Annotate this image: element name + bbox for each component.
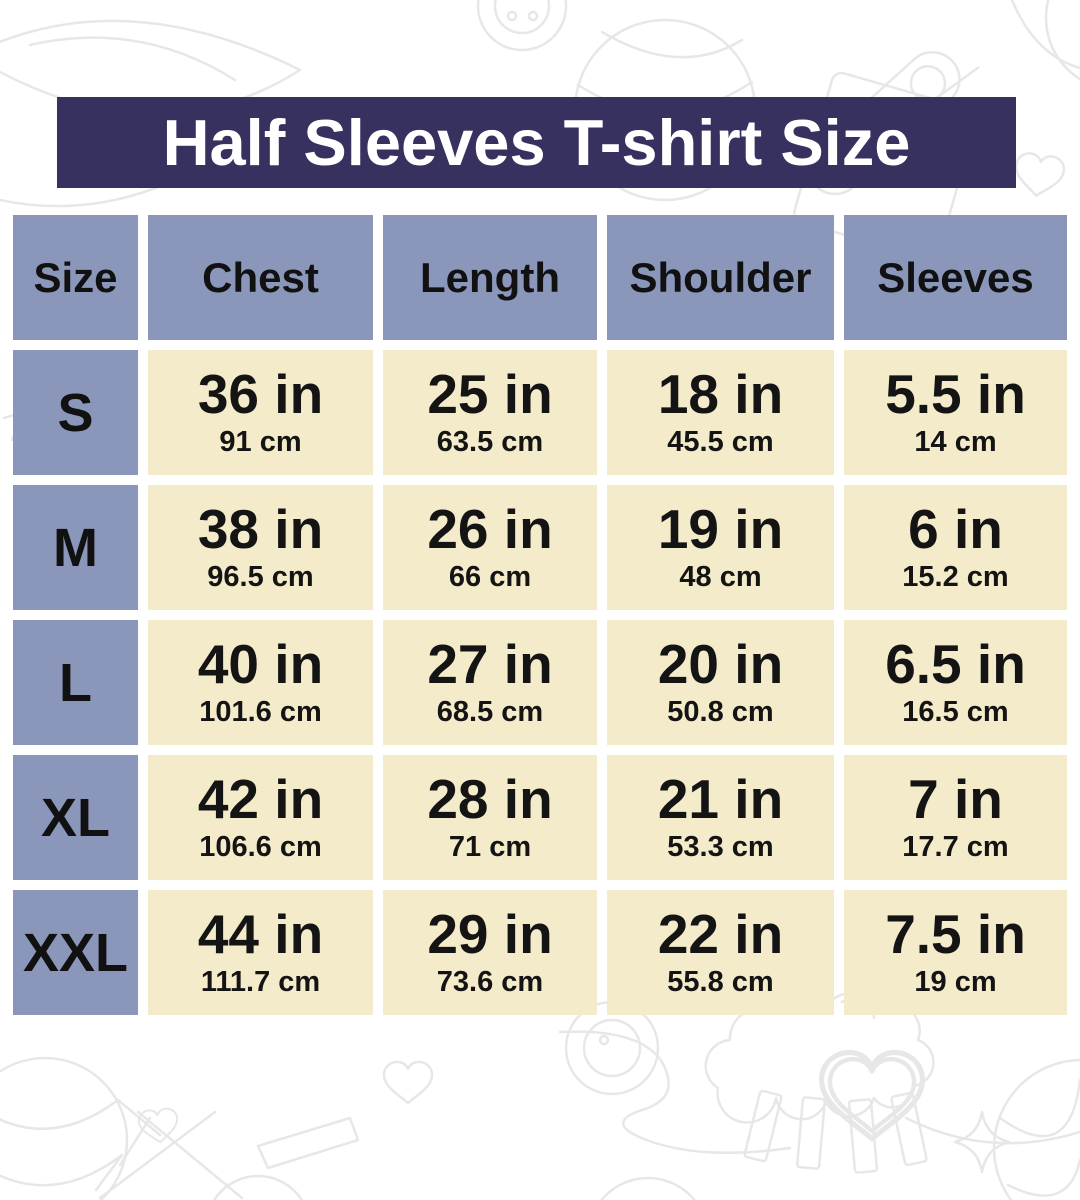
cell-s-length: 25 in 63.5 cm (383, 350, 597, 475)
cell-xl-sleeves: 7 in 17.7 cm (844, 755, 1067, 880)
value-cm: 45.5 cm (667, 425, 774, 458)
heart-doodle-icon (137, 1107, 179, 1144)
value-inches: 42 in (197, 767, 324, 830)
value-cm: 111.7 cm (200, 965, 321, 998)
value-cm: 15.2 cm (902, 560, 1009, 593)
column-header-length: Length (383, 215, 597, 340)
row-label-m: M (13, 485, 138, 610)
value-inches: 28 in (427, 767, 553, 830)
heart-string-doodle-icon (818, 1049, 926, 1142)
row-label-s: S (13, 350, 138, 475)
cell-l-sleeves: 6.5 in 16.5 cm (844, 620, 1067, 745)
value-cm: 17.7 cm (902, 830, 1009, 863)
cell-l-chest: 40 in 101.6 cm (148, 620, 373, 745)
value-inches: 19 in (657, 497, 784, 560)
value-inches: 22 in (657, 902, 784, 965)
page-title: Half Sleeves T-shirt Size (162, 106, 911, 179)
yarn-ball-doodle-icon (0, 1056, 129, 1200)
cell-xl-chest: 42 in 106.6 cm (148, 755, 373, 880)
size-table: Size Chest Length Shoulder Sleeves S 36 … (13, 215, 1067, 1015)
cell-s-shoulder: 18 in 45.5 cm (607, 350, 834, 475)
heart-doodle-icon (382, 1060, 434, 1105)
row-label-l: L (13, 620, 138, 745)
cell-xxl-shoulder: 22 in 55.8 cm (607, 890, 834, 1015)
value-cm: 48 cm (679, 560, 762, 593)
button-doodle-icon (564, 1000, 660, 1096)
value-cm: 50.8 cm (667, 695, 774, 728)
column-header-size: Size (13, 215, 138, 340)
cell-m-shoulder: 19 in 48 cm (607, 485, 834, 610)
value-cm: 96.5 cm (207, 560, 314, 593)
cell-m-sleeves: 6 in 15.2 cm (844, 485, 1067, 610)
value-inches: 6.5 in (885, 632, 1026, 695)
value-cm: 106.6 cm (199, 830, 322, 863)
value-inches: 6 in (908, 497, 1003, 560)
value-cm: 73.6 cm (436, 965, 544, 998)
cell-xxl-length: 29 in 73.6 cm (383, 890, 597, 1015)
value-inches: 38 in (197, 497, 324, 560)
title-bar: Half Sleeves T-shirt Size (57, 97, 1016, 188)
value-inches: 26 in (427, 497, 553, 560)
cell-l-length: 27 in 68.5 cm (383, 620, 597, 745)
value-cm: 14 cm (914, 425, 997, 458)
value-inches: 5.5 in (885, 362, 1026, 425)
value-cm: 16.5 cm (902, 695, 1009, 728)
value-cm: 55.8 cm (667, 965, 774, 998)
value-inches: 21 in (657, 767, 784, 830)
cell-xxl-chest: 44 in 111.7 cm (148, 890, 373, 1015)
value-inches: 7 in (908, 767, 1003, 830)
cell-xl-length: 28 in 71 cm (383, 755, 597, 880)
heart-doodle-icon (1014, 152, 1066, 197)
value-inches: 18 in (657, 362, 784, 425)
value-inches: 27 in (427, 632, 553, 695)
value-cm: 68.5 cm (436, 695, 544, 728)
value-inches: 25 in (427, 362, 553, 425)
cell-m-chest: 38 in 96.5 cm (148, 485, 373, 610)
column-header-shoulder: Shoulder (607, 215, 834, 340)
button-doodle-icon (476, 0, 568, 52)
value-inches: 36 in (197, 362, 324, 425)
value-inches: 20 in (657, 632, 784, 695)
column-header-chest: Chest (148, 215, 373, 340)
cell-xxl-sleeves: 7.5 in 19 cm (844, 890, 1067, 1015)
cell-s-sleeves: 5.5 in 14 cm (844, 350, 1067, 475)
value-cm: 66 cm (448, 560, 532, 593)
value-cm: 19 cm (914, 965, 997, 998)
sparkle-doodle-icon (953, 1110, 1011, 1174)
value-cm: 91 cm (219, 425, 302, 458)
cell-m-length: 26 in 66 cm (383, 485, 597, 610)
value-cm: 101.6 cm (199, 695, 322, 728)
value-inches: 7.5 in (885, 902, 1026, 965)
value-cm: 53.3 cm (667, 830, 774, 863)
cell-s-chest: 36 in 91 cm (148, 350, 373, 475)
cell-l-shoulder: 20 in 50.8 cm (607, 620, 834, 745)
column-header-sleeves: Sleeves (844, 215, 1067, 340)
cell-xl-shoulder: 21 in 53.3 cm (607, 755, 834, 880)
yarn-ball-doodle-icon (992, 1058, 1080, 1200)
value-cm: 63.5 cm (436, 425, 544, 458)
row-label-xl: XL (13, 755, 138, 880)
sheep-doodle-icon (704, 991, 935, 1174)
value-inches: 29 in (427, 902, 553, 965)
value-inches: 40 in (197, 632, 324, 695)
value-inches: 44 in (197, 902, 324, 965)
row-label-xxl: XXL (13, 890, 138, 1015)
value-cm: 71 cm (448, 830, 532, 863)
